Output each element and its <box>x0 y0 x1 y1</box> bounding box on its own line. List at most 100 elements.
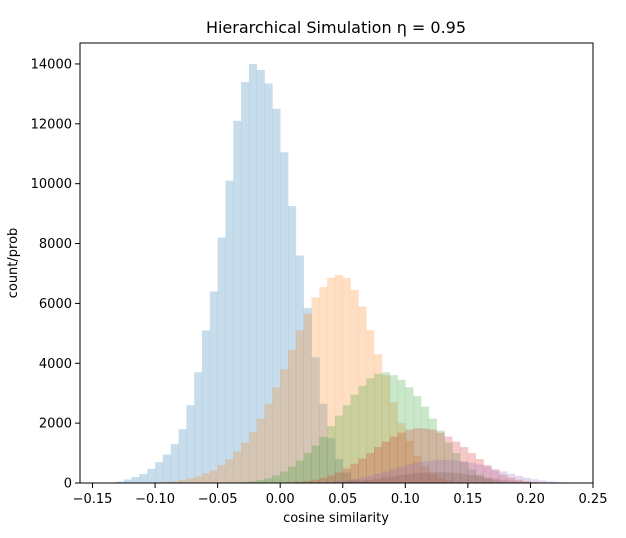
histogram-bar <box>397 432 406 483</box>
histogram-bar <box>452 441 461 483</box>
histogram-bar <box>420 466 430 483</box>
histogram-bar <box>123 479 132 483</box>
histogram-bar <box>475 474 484 483</box>
histogram-bar <box>475 459 484 483</box>
histogram-bar <box>225 180 234 483</box>
histogram-bar <box>428 474 437 483</box>
histogram-bar <box>428 429 437 483</box>
histogram-bar <box>420 406 430 483</box>
histogram-bar <box>436 472 445 483</box>
histogram-bar <box>522 481 531 483</box>
histogram-bar <box>374 447 383 483</box>
histogram-bar <box>280 369 289 483</box>
histogram-bar <box>444 480 453 483</box>
histogram-bar <box>342 277 351 483</box>
histogram-bar <box>334 415 344 483</box>
histogram-bar <box>350 289 359 483</box>
histogram-bar <box>436 459 445 483</box>
histogram-series-2 <box>139 274 476 483</box>
histogram-bar <box>295 255 304 483</box>
histogram-series-3 <box>225 372 516 483</box>
histogram-bar <box>327 475 336 483</box>
histogram-bar <box>248 432 258 483</box>
histogram-bar <box>460 474 469 483</box>
histogram-bar <box>475 464 484 483</box>
histogram-bar <box>233 451 242 483</box>
histogram-bar <box>381 441 390 483</box>
histogram-series-1 <box>108 63 375 483</box>
histogram-bar <box>350 479 359 483</box>
histogram-series-6 <box>319 472 555 483</box>
histogram-bar <box>358 385 367 483</box>
histogram-bar <box>530 479 539 483</box>
histogram-bar <box>460 447 469 483</box>
histogram-bar <box>327 426 336 483</box>
histogram-bar <box>366 475 375 483</box>
histogram-bar <box>514 481 523 483</box>
histogram-bar <box>155 462 164 483</box>
histogram-bar <box>405 441 414 483</box>
histogram-bar <box>334 459 344 483</box>
histogram-bar <box>139 474 148 483</box>
histogram-bar <box>538 480 547 483</box>
histogram-bar <box>506 473 516 483</box>
histogram-bar <box>436 477 445 483</box>
histogram-bar <box>350 394 359 483</box>
y-tick-label: 12000 <box>31 117 72 132</box>
histogram-bar <box>506 477 516 483</box>
histogram-bar <box>389 375 398 483</box>
histogram-bar <box>467 453 476 483</box>
histogram-bar <box>444 436 453 483</box>
histogram-bar <box>342 480 351 483</box>
histogram-bar <box>444 459 453 483</box>
histogram-bar <box>288 466 297 483</box>
histogram-bar <box>436 430 445 483</box>
histogram-bar <box>241 81 250 483</box>
histogram-bar <box>327 277 336 483</box>
histogram-bar <box>248 63 258 483</box>
histogram-bar <box>413 396 422 483</box>
histogram-bar <box>428 418 437 483</box>
histogram-bar <box>389 476 398 483</box>
y-tick-label: 6000 <box>39 297 72 312</box>
histogram-bar <box>334 481 344 483</box>
histogram-bar <box>381 477 390 483</box>
histogram-bar <box>413 473 422 483</box>
histogram-bar <box>233 120 242 483</box>
histogram-bar <box>201 473 211 483</box>
chart-title: Hierarchical Simulation η = 0.95 <box>206 18 466 37</box>
histogram-bar <box>491 468 500 483</box>
histogram-bar <box>319 403 328 483</box>
histogram-bar <box>241 442 250 483</box>
histogram-bar <box>358 477 367 483</box>
histogram-bar <box>366 453 375 483</box>
histogram-bar <box>334 274 344 483</box>
histogram-bar <box>522 477 531 483</box>
histogram-bar <box>170 481 179 483</box>
histogram-bar <box>280 152 289 483</box>
histogram-bar <box>288 206 297 483</box>
histogram-bar <box>131 477 140 483</box>
histogram-bar <box>444 472 453 483</box>
histogram-bar <box>381 375 390 483</box>
histogram-bar <box>162 481 172 483</box>
histogram-bar <box>319 436 328 483</box>
histogram-bar <box>491 478 500 483</box>
histogram-bar <box>334 472 344 483</box>
histogram-bar <box>483 477 492 483</box>
y-axis-label: count/prob <box>6 228 21 299</box>
histogram-bar <box>444 442 453 483</box>
histogram-bar <box>514 475 523 483</box>
histogram-bar <box>389 402 398 483</box>
histogram-bar <box>264 83 273 483</box>
histogram-bar <box>295 330 304 483</box>
histogram-bar <box>186 478 195 483</box>
histogram-bar <box>288 349 297 483</box>
histogram-bar <box>358 481 367 483</box>
histogram-bar <box>397 423 406 483</box>
x-tick-label: 0.25 <box>579 492 608 507</box>
histogram-bar <box>311 479 320 483</box>
histogram-bar <box>256 480 265 483</box>
histogram-bar <box>178 480 187 483</box>
